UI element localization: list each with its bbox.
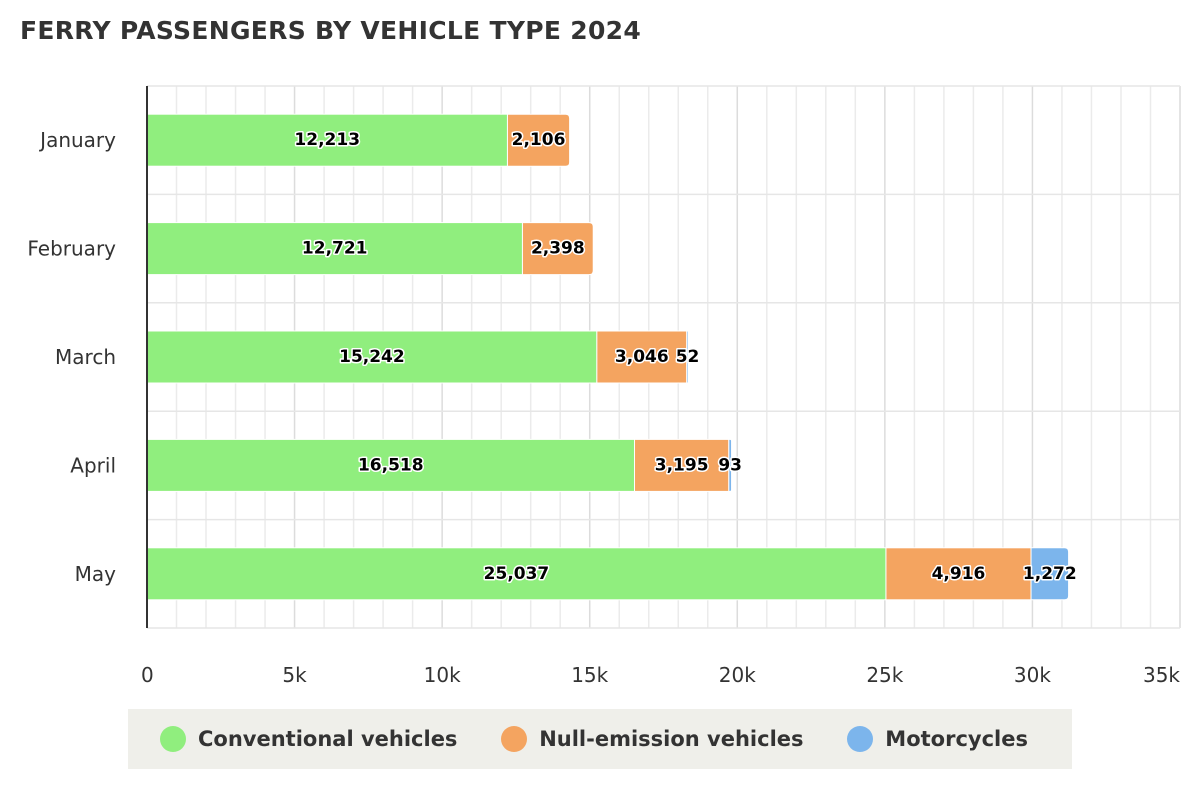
legend-swatch-null-emission (501, 726, 528, 752)
legend-swatch-motorcycles (847, 726, 874, 752)
stacked-bar-chart: January February March April May 0 5k 10k 15k 20… (27, 85, 1181, 687)
legend-label: Motorcycles (885, 727, 1028, 751)
bar-null-emission-january[interactable] (506, 113, 571, 167)
legend-label: Conventional vehicles (198, 727, 458, 751)
bar-motorcycles-march[interactable] (686, 330, 689, 384)
x-tick-label: 0 (141, 663, 154, 687)
x-tick-label: 35k (1143, 663, 1180, 687)
category-label: April (70, 453, 116, 477)
value-labels: 12,213 2,106 12,721 2,398 15,242 3,046 52 16,51… (293, 129, 1078, 586)
data-label-null-emission: 2,398 (531, 239, 585, 259)
x-tick-label: 10k (424, 663, 461, 687)
bar-null-emission-may[interactable] (885, 547, 1032, 601)
legend-item-motorcycles[interactable]: Motorcycles (847, 726, 1028, 752)
legend-swatch-conventional (160, 726, 186, 752)
x-tick-label: 5k (282, 663, 307, 687)
bars-group (146, 113, 1070, 601)
bar-conventional-february[interactable] (146, 222, 523, 276)
category-label: March (55, 345, 116, 369)
data-label-motorcycles: 52 (676, 347, 700, 367)
bar-motorcycles-may[interactable] (1030, 547, 1070, 601)
x-tick-label: 25k (866, 663, 903, 687)
category-label: February (27, 237, 116, 261)
data-label-conventional: 15,242 (339, 347, 405, 367)
legend: Conventional vehicles Null-emission vehi… (128, 709, 1072, 769)
category-label: May (75, 562, 117, 586)
data-label-motorcycles: 93 (718, 455, 742, 475)
data-label-null-emission: 2,106 (512, 130, 566, 150)
data-label-conventional: 12,721 (302, 239, 368, 259)
legend-label: Null-emission vehicles (539, 727, 804, 751)
data-label-null-emission: 3,195 (655, 455, 709, 475)
x-tick-label: 15k (571, 663, 608, 687)
data-label-null-emission: 3,046 (615, 347, 669, 367)
chart-title: FERRY PASSENGERS BY VEHICLE TYPE 2024 (20, 16, 642, 45)
bar-null-emission-february[interactable] (521, 222, 594, 276)
legend-item-conventional[interactable]: Conventional vehicles (160, 726, 457, 752)
data-label-conventional: 25,037 (484, 564, 550, 584)
bar-conventional-april[interactable] (146, 438, 636, 492)
data-label-null-emission: 4,916 (932, 564, 986, 584)
bar-conventional-may[interactable] (146, 547, 887, 601)
x-tick-label: 30k (1014, 663, 1051, 687)
legend-item-null-emission[interactable]: Null-emission vehicles (501, 726, 804, 752)
data-label-conventional: 16,518 (358, 455, 424, 475)
bar-conventional-january[interactable] (146, 113, 508, 167)
x-axis-ticks: 0 5k 10k 15k 20k 25k 30k 35k (141, 663, 1180, 687)
bar-null-emission-april[interactable] (634, 438, 730, 492)
bar-motorcycles-april[interactable] (728, 438, 733, 492)
category-labels: January February March April May (27, 128, 116, 586)
category-label: January (38, 128, 116, 152)
x-tick-label: 20k (719, 663, 756, 687)
data-label-conventional: 12,213 (294, 130, 360, 150)
bar-conventional-march[interactable] (146, 330, 598, 384)
data-label-motorcycles: 1,272 (1023, 564, 1077, 584)
bar-null-emission-march[interactable] (596, 330, 688, 384)
